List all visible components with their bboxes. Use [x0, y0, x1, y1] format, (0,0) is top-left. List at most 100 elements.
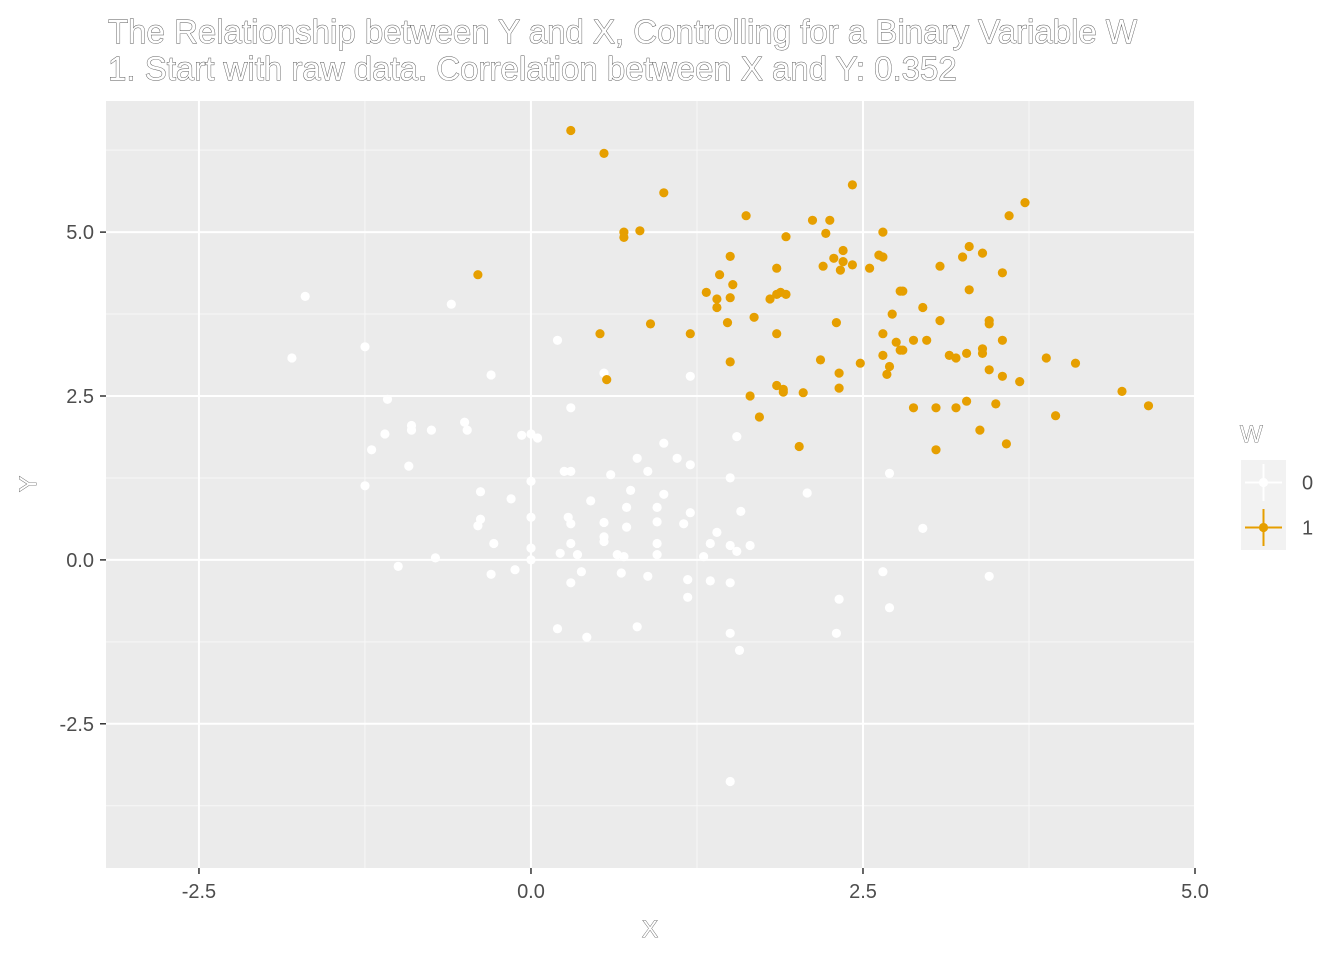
- data-point-w1: [825, 215, 835, 225]
- data-point-w0: [734, 645, 745, 656]
- data-point-w1: [829, 253, 839, 263]
- data-point-w0: [586, 496, 596, 506]
- data-point-w0: [725, 578, 735, 588]
- data-point-w1: [898, 345, 908, 355]
- data-point-w1: [659, 188, 669, 198]
- data-point-w0: [685, 371, 695, 381]
- data-point-w1: [1015, 377, 1025, 387]
- data-point-w0: [626, 485, 636, 495]
- data-point-w0: [566, 578, 576, 588]
- data-point-w1: [977, 344, 988, 354]
- data-point-w1: [891, 337, 901, 347]
- data-point-w0: [526, 543, 536, 553]
- data-point-w1: [931, 403, 941, 413]
- data-point-w1: [977, 248, 988, 258]
- data-point-w0: [705, 576, 715, 586]
- grid-major-lines: [106, 101, 1196, 868]
- data-point-w1: [831, 318, 842, 328]
- data-point-w0: [287, 353, 297, 363]
- data-point-w0: [367, 445, 377, 455]
- data-point-w0: [552, 624, 563, 634]
- legend-key-w0: 0: [1241, 460, 1313, 505]
- x-tick-label: 2.5: [849, 881, 877, 903]
- data-point-w0: [918, 523, 928, 534]
- data-point-w0: [475, 487, 486, 497]
- legend-key-point: [1258, 522, 1269, 533]
- data-point-w1: [951, 353, 961, 363]
- x-axis-title: X: [642, 916, 658, 943]
- x-tick-label: -2.5: [182, 881, 216, 903]
- data-point-w0: [685, 508, 695, 518]
- legend-title: W: [1240, 421, 1263, 448]
- data-point-w0: [622, 502, 632, 512]
- data-point-w1: [749, 312, 759, 322]
- y-axis-ticks: -2.5 0.0 2.5 5.0: [60, 222, 106, 736]
- data-points: [287, 125, 1154, 787]
- data-point-w1: [712, 294, 722, 304]
- data-point-w0: [679, 519, 689, 529]
- data-point-w0: [460, 417, 470, 427]
- data-point-w0: [517, 430, 527, 440]
- data-point-w1: [745, 391, 755, 401]
- data-point-w0: [622, 522, 632, 532]
- data-point-w0: [582, 632, 592, 642]
- data-point-w0: [526, 555, 536, 565]
- data-point-w1: [1001, 439, 1012, 449]
- data-point-w1: [908, 403, 919, 413]
- data-point-w1: [855, 358, 865, 368]
- data-point-w1: [895, 286, 905, 296]
- data-point-w1: [884, 361, 895, 372]
- data-point-w0: [300, 291, 310, 301]
- data-point-w1: [964, 241, 974, 252]
- data-point-w0: [732, 546, 742, 557]
- data-point-w1: [602, 375, 612, 385]
- data-point-w1: [798, 388, 808, 398]
- data-point-w1: [772, 329, 782, 339]
- data-point-w1: [838, 245, 848, 256]
- data-point-w1: [838, 257, 848, 267]
- data-point-w0: [685, 460, 695, 470]
- data-point-w0: [572, 550, 583, 560]
- data-point-w1: [1070, 358, 1081, 368]
- data-point-w0: [486, 370, 496, 380]
- data-point-w0: [652, 517, 662, 527]
- data-point-w0: [712, 527, 722, 538]
- data-point-w0: [732, 432, 742, 442]
- data-point-w1: [754, 412, 765, 422]
- data-point-w0: [393, 561, 403, 572]
- data-point-w0: [380, 429, 390, 439]
- data-point-w0: [831, 628, 842, 638]
- data-point-w0: [526, 429, 536, 439]
- y-tick-label: 0.0: [66, 550, 94, 572]
- data-point-w0: [984, 571, 994, 581]
- data-point-w1: [935, 316, 945, 326]
- data-point-w1: [1143, 401, 1154, 411]
- data-point-w0: [652, 550, 662, 560]
- data-point-w0: [643, 466, 653, 476]
- data-point-w0: [632, 453, 642, 463]
- data-point-w1: [701, 287, 711, 297]
- data-point-w0: [462, 425, 472, 435]
- data-point-w0: [884, 603, 895, 613]
- legend-key-point: [1258, 477, 1269, 488]
- plot-panel: [106, 101, 1195, 868]
- data-point-w0: [506, 494, 516, 504]
- data-point-w1: [765, 294, 775, 304]
- data-point-w1: [741, 211, 751, 221]
- data-point-w0: [360, 481, 370, 491]
- data-point-w1: [728, 280, 738, 290]
- data-point-w1: [835, 265, 846, 275]
- data-point-w1: [1041, 353, 1051, 363]
- data-point-w1: [725, 357, 735, 367]
- data-point-w1: [922, 335, 932, 345]
- data-point-w1: [984, 365, 994, 375]
- data-point-w1: [958, 252, 968, 262]
- data-point-w0: [430, 553, 440, 563]
- legend-label-w1: 1: [1302, 518, 1313, 540]
- data-point-w1: [878, 329, 888, 339]
- data-point-w0: [659, 489, 669, 499]
- data-point-w1: [847, 180, 858, 190]
- data-point-w0: [606, 470, 616, 480]
- data-point-w1: [778, 387, 788, 397]
